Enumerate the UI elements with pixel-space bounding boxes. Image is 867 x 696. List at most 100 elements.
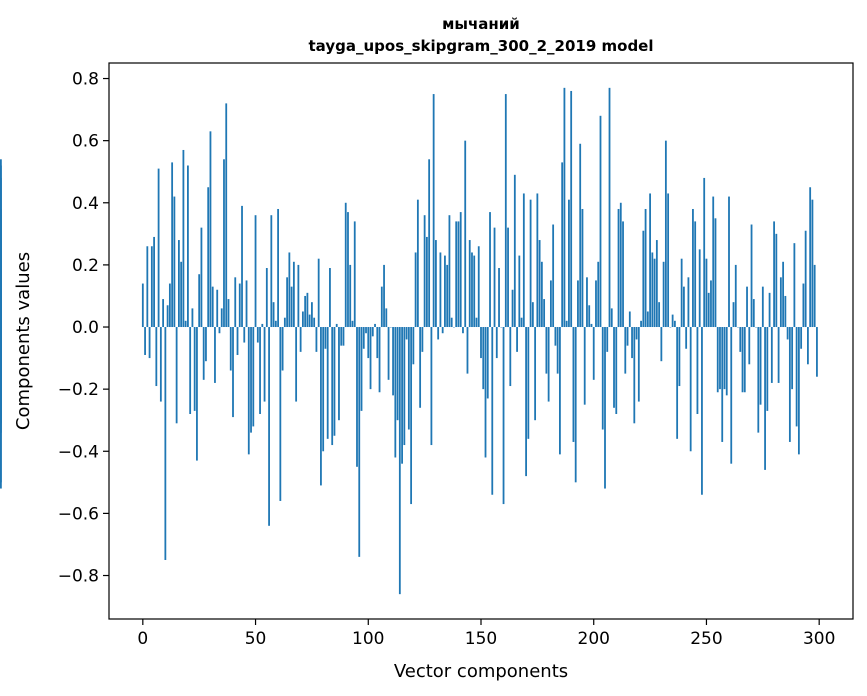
bar bbox=[516, 327, 518, 352]
bar bbox=[599, 115, 602, 328]
bar bbox=[809, 187, 812, 328]
bar bbox=[437, 327, 440, 340]
bar bbox=[471, 252, 473, 328]
bar bbox=[802, 283, 805, 328]
bar bbox=[807, 327, 809, 365]
bar bbox=[482, 327, 485, 390]
bar bbox=[254, 215, 257, 328]
bar bbox=[723, 327, 726, 390]
bar bbox=[290, 286, 293, 328]
bar bbox=[414, 252, 417, 328]
bar bbox=[274, 320, 277, 328]
bar bbox=[779, 277, 782, 328]
bar bbox=[764, 327, 766, 470]
bar bbox=[480, 327, 482, 359]
bar bbox=[288, 252, 291, 328]
bar bbox=[380, 286, 383, 328]
bar bbox=[552, 224, 555, 328]
bar bbox=[322, 327, 325, 452]
bar bbox=[369, 327, 372, 390]
bar-series bbox=[0, 87, 818, 595]
bar bbox=[586, 277, 588, 328]
bar bbox=[265, 268, 268, 328]
bar bbox=[565, 320, 568, 328]
bar bbox=[435, 240, 437, 328]
x-tick-label: 150 bbox=[465, 629, 497, 649]
bar bbox=[721, 327, 724, 442]
bar bbox=[259, 327, 261, 414]
bar bbox=[816, 327, 818, 377]
bar bbox=[703, 177, 706, 328]
bar bbox=[211, 286, 214, 328]
bar bbox=[292, 261, 295, 328]
x-axis-label: Vector components bbox=[394, 661, 568, 682]
bar bbox=[378, 327, 381, 393]
bar bbox=[504, 94, 507, 328]
bar bbox=[746, 286, 748, 328]
bar bbox=[577, 280, 579, 328]
plot-frame bbox=[108, 62, 854, 620]
bar bbox=[574, 327, 577, 483]
bar bbox=[446, 264, 449, 328]
bar bbox=[144, 327, 146, 355]
bar bbox=[416, 199, 419, 328]
bar bbox=[750, 224, 753, 328]
bar bbox=[444, 255, 446, 328]
bar bbox=[601, 327, 604, 430]
bar bbox=[797, 327, 800, 455]
bar bbox=[606, 327, 609, 352]
bar bbox=[710, 280, 712, 328]
bar bbox=[719, 327, 721, 390]
bar bbox=[146, 246, 149, 328]
bar bbox=[0, 215, 2, 328]
bar bbox=[148, 327, 151, 359]
bar bbox=[716, 327, 719, 393]
bar bbox=[367, 327, 370, 359]
bar bbox=[525, 327, 527, 477]
bar bbox=[340, 327, 343, 346]
bar bbox=[694, 221, 697, 328]
bar bbox=[236, 327, 239, 355]
bar bbox=[207, 187, 210, 328]
bar bbox=[401, 327, 403, 464]
bar bbox=[527, 327, 530, 439]
bar bbox=[689, 327, 692, 452]
y-tick-label: −0.4 bbox=[58, 442, 99, 462]
bar bbox=[376, 327, 379, 359]
bar bbox=[624, 327, 627, 374]
bar bbox=[441, 327, 444, 334]
bar bbox=[513, 174, 516, 328]
bar bbox=[561, 162, 564, 328]
bar bbox=[522, 193, 525, 328]
bar bbox=[658, 302, 661, 328]
x-tick-label: 200 bbox=[578, 629, 610, 649]
bar bbox=[800, 327, 803, 349]
bar bbox=[225, 103, 228, 328]
bar bbox=[473, 255, 476, 328]
bar bbox=[419, 327, 422, 408]
bar bbox=[707, 292, 710, 328]
bar bbox=[531, 302, 534, 328]
bar bbox=[687, 277, 690, 328]
bar bbox=[642, 230, 645, 328]
bar bbox=[396, 327, 399, 421]
bar bbox=[407, 327, 410, 430]
bar bbox=[297, 264, 300, 328]
bar bbox=[306, 292, 309, 328]
bar bbox=[335, 323, 338, 328]
bar bbox=[664, 140, 667, 328]
bar bbox=[518, 255, 521, 328]
bar bbox=[421, 327, 424, 352]
chart-title-line1: мычаний bbox=[442, 15, 520, 33]
bar bbox=[299, 327, 302, 352]
bar bbox=[610, 308, 613, 328]
bar bbox=[171, 162, 174, 328]
bar bbox=[220, 308, 223, 328]
bar bbox=[374, 323, 376, 328]
y-tick-label: 0.8 bbox=[72, 70, 99, 90]
bar bbox=[349, 264, 352, 328]
bar bbox=[608, 87, 611, 328]
bar bbox=[270, 215, 273, 328]
bar bbox=[229, 327, 232, 371]
bar bbox=[256, 327, 259, 343]
